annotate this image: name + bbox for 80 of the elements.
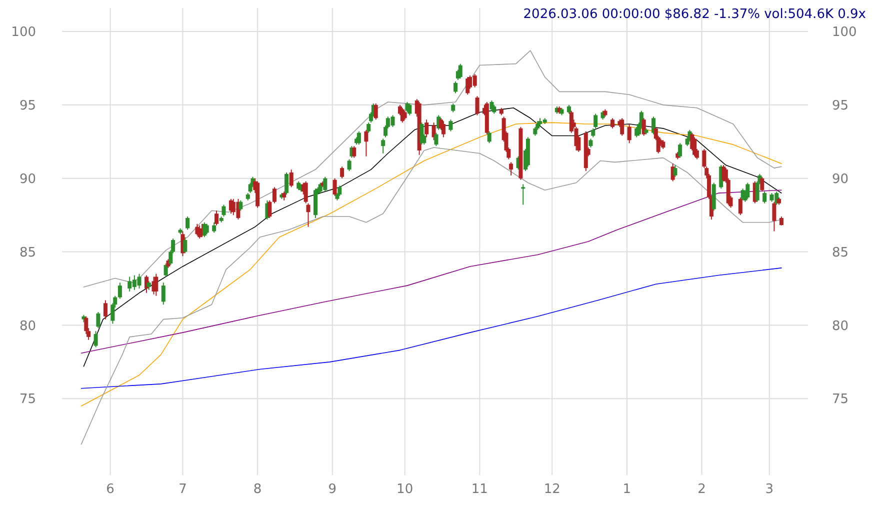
x-tick-label: 3 xyxy=(765,482,774,497)
candlestick xyxy=(103,300,108,320)
candlestick xyxy=(164,263,168,278)
candlestick xyxy=(408,102,412,116)
candlestick xyxy=(487,130,492,144)
candlestick xyxy=(454,80,458,94)
x-tick-label: 6 xyxy=(106,482,114,497)
candlestick xyxy=(424,119,429,138)
candlestick xyxy=(441,120,446,138)
candlestick xyxy=(161,282,166,306)
x-tick-label: 2 xyxy=(698,482,706,497)
y-tick-label: 95 xyxy=(19,98,36,114)
y2-tick-label: 95 xyxy=(832,98,849,114)
candlestick xyxy=(222,204,226,218)
candlestick xyxy=(94,330,98,348)
candlestick xyxy=(284,172,289,196)
candlestick xyxy=(352,146,356,158)
candlestick xyxy=(96,311,100,329)
x-tick-label: 1 xyxy=(622,482,632,497)
candlestick xyxy=(475,96,480,116)
candlestick xyxy=(627,124,632,144)
candlestick xyxy=(272,186,276,204)
x-tick-label: 11 xyxy=(471,482,488,497)
y-tick-label: 85 xyxy=(19,245,36,260)
candlestick xyxy=(154,273,158,296)
candlestick xyxy=(183,236,188,254)
y2-tick-label: 85 xyxy=(832,245,849,260)
y2-tick-label: 75 xyxy=(832,392,849,408)
candlestick xyxy=(458,63,462,79)
candlestick xyxy=(366,122,371,134)
candlestick xyxy=(692,136,697,157)
candlestick xyxy=(651,116,656,135)
candlestick xyxy=(347,158,352,172)
candlestick xyxy=(256,180,260,208)
candlestick xyxy=(204,223,209,235)
y2-tick-label: 90 xyxy=(832,172,849,187)
line-series xyxy=(80,190,782,354)
candlestick xyxy=(760,176,764,192)
candlestick xyxy=(448,119,453,132)
y-tick-label: 80 xyxy=(19,318,36,334)
candlestick xyxy=(186,216,190,230)
candlestick xyxy=(772,201,776,232)
candlestick xyxy=(304,180,308,204)
candlestick xyxy=(306,202,310,228)
line-series xyxy=(83,50,782,288)
candlestick xyxy=(340,166,344,179)
line-series xyxy=(83,107,782,367)
line-series xyxy=(80,147,782,445)
x-tick-label: 9 xyxy=(328,482,337,497)
candlestick xyxy=(268,200,272,219)
candlestick xyxy=(364,129,368,157)
candlestick xyxy=(338,185,342,196)
candlestick xyxy=(332,178,337,196)
line-series xyxy=(80,122,782,406)
x-tick-label: 10 xyxy=(396,482,414,497)
x-tick-label: 8 xyxy=(253,482,262,497)
candlestick xyxy=(214,210,219,226)
candlestick xyxy=(673,164,678,178)
x-tick-label: 7 xyxy=(178,482,187,497)
candlestick xyxy=(289,169,294,188)
y-tick-label: 100 xyxy=(11,25,36,40)
candlestick xyxy=(238,200,243,212)
y-tick-label: 75 xyxy=(19,392,36,408)
y2-tick-label: 100 xyxy=(832,25,857,40)
candlestick xyxy=(738,196,742,216)
candlestick xyxy=(509,162,514,176)
candlestick xyxy=(762,191,767,204)
line-series xyxy=(80,268,782,389)
candlestick xyxy=(381,138,386,154)
chart-title: 2026.03.06 00:00:00 $86.82 -1.37% vol:504.6K 0.9x xyxy=(523,7,866,22)
candlestick xyxy=(521,184,526,206)
candlestick xyxy=(594,113,598,129)
y-tick-label: 90 xyxy=(19,172,36,187)
y2-tick-label: 80 xyxy=(832,318,849,334)
candlestick xyxy=(118,282,122,300)
candlestick xyxy=(678,142,682,158)
candlestick xyxy=(434,132,438,147)
x-tick-label: 12 xyxy=(544,482,560,497)
candlestick xyxy=(610,118,614,129)
candlestick xyxy=(212,222,216,234)
